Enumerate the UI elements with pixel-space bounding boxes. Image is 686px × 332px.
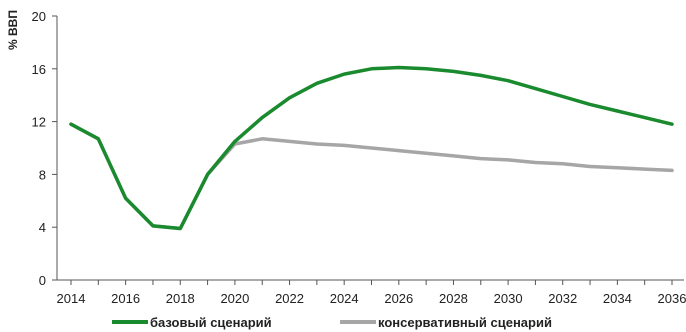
y-tick-label: 8: [39, 167, 46, 182]
x-tick-label: 2016: [111, 291, 140, 306]
series-line-1: [69, 122, 674, 231]
x-tick-label: 2026: [384, 291, 413, 306]
y-tick-label: 20: [32, 9, 46, 24]
legend: базовый сценарий консервативный сценарий: [112, 315, 552, 330]
x-tick-label: 2020: [220, 291, 249, 306]
x-tick-label: 2036: [658, 291, 686, 306]
series-lines: [69, 65, 674, 231]
x-tick-label: 2030: [494, 291, 523, 306]
y-ticks: 0 4 8 12 16 20: [32, 9, 57, 288]
x-tick-label: 2028: [439, 291, 468, 306]
x-tick-label: 2032: [548, 291, 577, 306]
y-tick-label: 0: [39, 273, 46, 288]
y-tick-label: 16: [32, 62, 46, 77]
y-tick-label: 12: [32, 115, 46, 130]
y-axis-label: % ВВП: [6, 10, 20, 50]
x-tick-label: 2022: [275, 291, 304, 306]
y-tick-label: 4: [39, 220, 46, 235]
axes: [56, 16, 684, 281]
x-tick-label: 2034: [603, 291, 632, 306]
legend-label-1: консервативный сценарий: [378, 315, 552, 330]
series-line-0: [69, 65, 674, 231]
x-tick-label: 2014: [57, 291, 86, 306]
x-tick-label: 2018: [166, 291, 195, 306]
x-ticks: 2014 2016 2018 2020 2022 2024 2026 2028 2030 2032…: [57, 280, 686, 306]
legend-label-0: базовый сценарий: [150, 315, 272, 330]
x-tick-label: 2024: [330, 291, 359, 306]
